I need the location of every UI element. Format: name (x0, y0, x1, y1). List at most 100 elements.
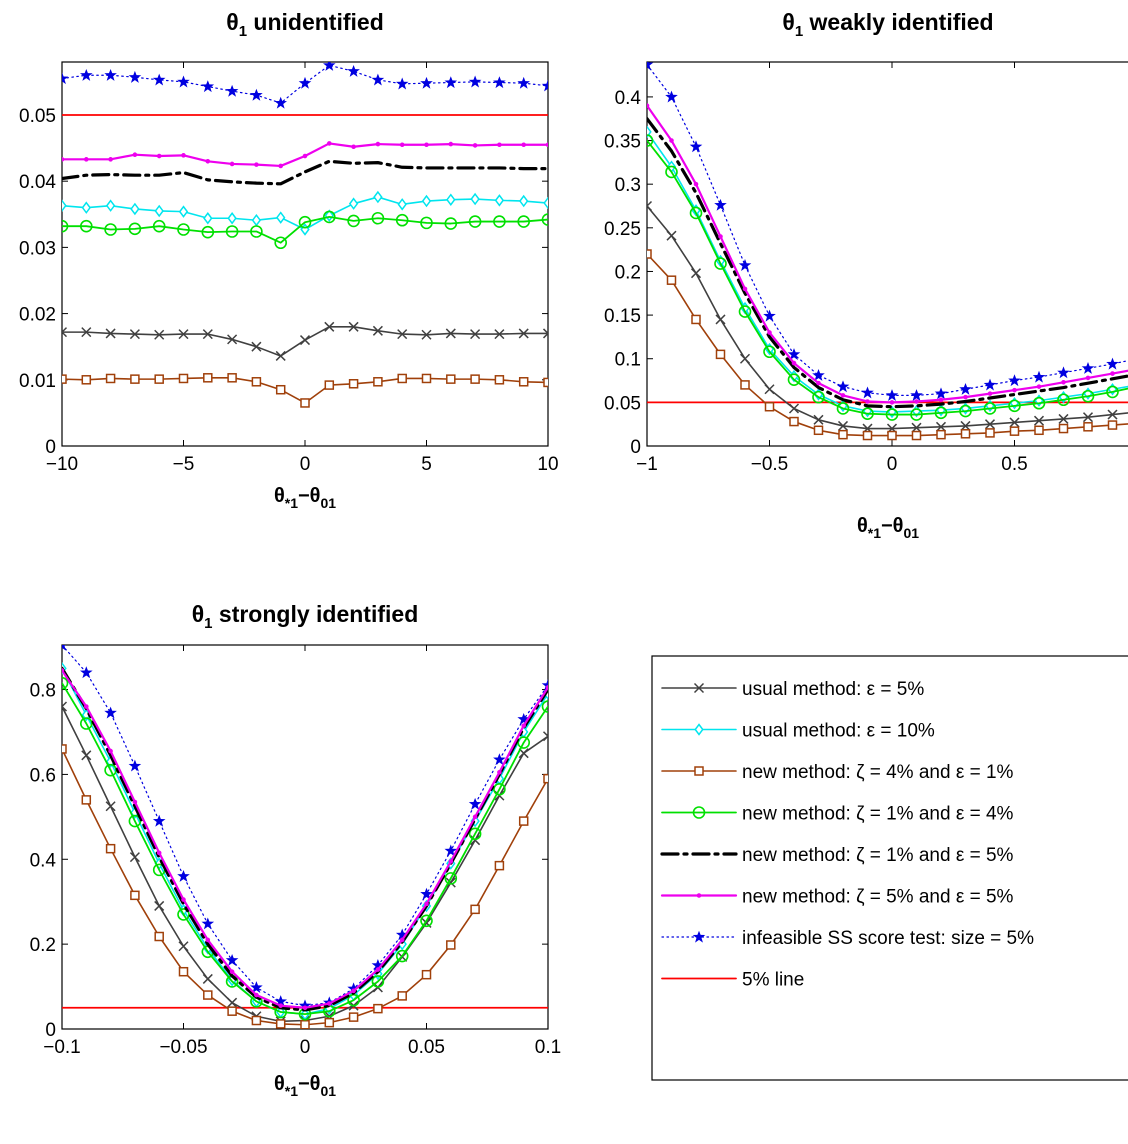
point-newz4e1 (275, 384, 286, 395)
point-usual5 (470, 835, 481, 846)
point-newz1e4 (177, 223, 190, 236)
point-usual5 (739, 353, 751, 364)
point-newz5e5 (448, 859, 454, 864)
point-newz1e4 (1081, 389, 1095, 403)
point-usual5 (647, 200, 653, 212)
point-newz5e5 (1036, 384, 1042, 389)
point-usual5 (81, 327, 92, 338)
point-newz5e5 (545, 142, 548, 148)
y-tick-label: 0 (630, 437, 641, 458)
y-tick-label: 0.02 (19, 305, 56, 326)
point-newz1e4 (493, 215, 506, 228)
point-usual5 (154, 900, 165, 911)
point-newz5e5 (132, 799, 138, 805)
legend-entry-infeasible: infeasible SS score test: size = 5% (661, 928, 1034, 949)
point-newz1e4 (541, 700, 548, 713)
point-newz5e5 (889, 400, 895, 405)
point-usual5 (105, 328, 116, 339)
point-newz5e5 (229, 969, 235, 975)
point-newz5e5 (351, 144, 356, 150)
point-usual5 (813, 414, 824, 425)
point-usual5 (935, 421, 947, 432)
point-newz5e5 (718, 234, 723, 239)
point-newz1e4 (983, 402, 997, 415)
point-newz5e5 (963, 394, 968, 400)
point-newz1e4 (177, 908, 190, 921)
point-usual5 (348, 321, 359, 332)
point-newz4e1 (421, 373, 432, 384)
point-newz5e5 (840, 393, 846, 398)
point-newz4e1 (518, 377, 529, 387)
point-usual5 (275, 350, 286, 361)
point-newz5e5 (742, 286, 748, 292)
point-usual5 (666, 230, 677, 241)
point-newz1e4 (517, 215, 531, 228)
point-newz4e1 (936, 429, 946, 440)
point-newz5e5 (132, 152, 138, 157)
point-newz1e4 (128, 222, 142, 236)
legend-label: new method: ζ = 1% and ε = 5% (742, 845, 1014, 866)
point-newz5e5 (938, 397, 944, 403)
point-newz4e1 (1034, 425, 1044, 436)
point-newz1e4 (152, 219, 166, 233)
point-newz5e5 (399, 937, 405, 943)
y-tick-label: 0.3 (615, 175, 641, 196)
point-newz4e1 (887, 430, 897, 441)
point-usual5 (202, 973, 213, 984)
point-newz1e4 (444, 217, 458, 230)
series-usual5 (647, 200, 1128, 434)
point-newz5e5 (545, 685, 548, 690)
point-newz1e4 (444, 872, 458, 885)
point-usual5 (788, 403, 800, 414)
point-newz4e1 (494, 860, 505, 871)
y-tick-label: 0.6 (30, 765, 56, 786)
point-newz5e5 (497, 769, 502, 775)
point-usual10 (397, 198, 407, 211)
x-tick-label: −0.1 (43, 1037, 81, 1058)
point-newz5e5 (84, 704, 89, 709)
point-newz4e1 (470, 374, 480, 384)
point-newz5e5 (767, 330, 772, 335)
point-newz4e1 (421, 969, 432, 980)
point-usual10 (519, 194, 529, 208)
point-usual10 (81, 201, 91, 214)
point-newz1e4 (128, 814, 142, 828)
point-newz1e4 (80, 219, 93, 233)
point-newz4e1 (397, 991, 407, 1001)
point-usual5 (1009, 417, 1020, 428)
point-usual5 (470, 329, 481, 340)
point-usual5 (324, 321, 335, 332)
point-newz4e1 (543, 377, 548, 388)
point-newz5e5 (302, 1005, 308, 1011)
point-usual5 (105, 801, 116, 812)
point-newz1e4 (714, 257, 727, 270)
point-newz5e5 (205, 937, 211, 943)
point-newz4e1 (227, 373, 237, 383)
point-usual10 (276, 211, 286, 224)
point-newz4e1 (985, 428, 995, 438)
point-newz5e5 (327, 1001, 332, 1006)
legend-marker (692, 806, 706, 819)
point-newz4e1 (130, 890, 140, 901)
point-newz4e1 (862, 430, 873, 441)
point-newz4e1 (789, 416, 799, 427)
point-newz1e4 (738, 305, 752, 318)
point-usual10 (543, 196, 548, 210)
point-newz1e4 (836, 402, 850, 415)
y-tick-label: 0.25 (604, 219, 641, 240)
legend-label: 5% line (742, 970, 804, 991)
legend-label: new method: ζ = 4% and ε = 1% (742, 762, 1014, 783)
point-newz1e4 (420, 216, 433, 230)
x-tick-label: 0 (300, 1037, 311, 1058)
point-newz5e5 (647, 103, 650, 108)
point-newz5e5 (205, 159, 211, 164)
point-newz5e5 (254, 992, 259, 998)
point-usual5 (1107, 409, 1118, 420)
point-usual5 (372, 325, 383, 336)
legend-label: usual method: ε = 10% (742, 721, 935, 742)
point-usual10 (348, 197, 359, 210)
point-newz1e4 (910, 408, 923, 421)
series-line-infeasible (62, 64, 548, 104)
point-newz1e4 (395, 949, 409, 963)
